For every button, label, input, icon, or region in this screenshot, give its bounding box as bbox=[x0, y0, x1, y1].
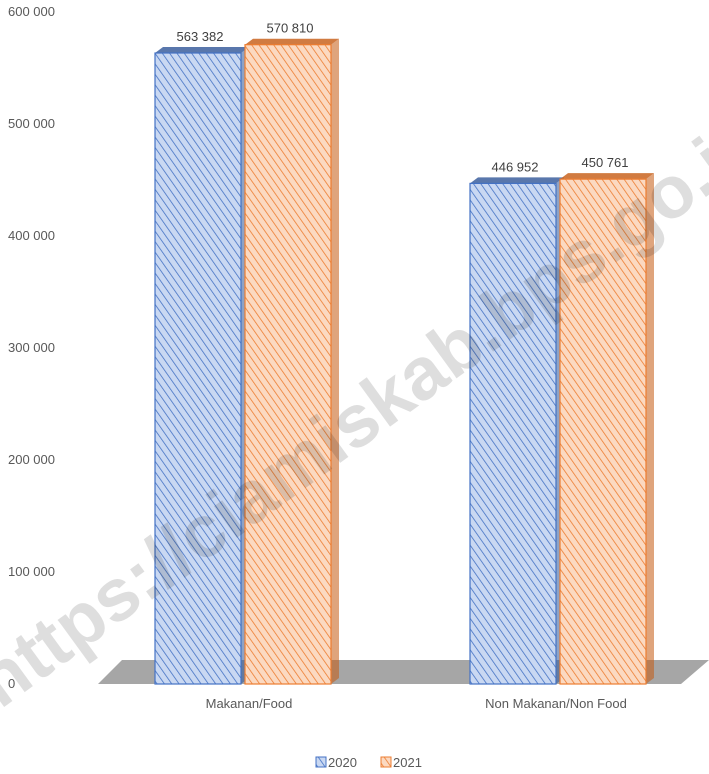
data-label: 450 761 bbox=[582, 155, 629, 170]
legend-item-2020: 2020 bbox=[315, 755, 357, 770]
bar-top-face bbox=[470, 177, 564, 184]
legend: 2020 2021 bbox=[315, 755, 422, 770]
y-tick-label: 300 000 bbox=[8, 340, 55, 355]
y-tick-label: 400 000 bbox=[8, 228, 55, 243]
bars bbox=[154, 38, 654, 685]
bar-side-face bbox=[331, 38, 339, 684]
bar-side-face bbox=[646, 173, 654, 684]
y-tick-label: 500 000 bbox=[8, 116, 55, 131]
data-label: 446 952 bbox=[492, 159, 539, 174]
data-label: 563 382 bbox=[177, 29, 224, 44]
bar bbox=[559, 173, 654, 685]
x-tick-label: Non Makanan/Non Food bbox=[485, 696, 627, 711]
x-tick-label: Makanan/Food bbox=[206, 696, 293, 711]
bar-top-face bbox=[155, 47, 249, 54]
data-labels: 563 382 570 810 446 952 450 761 bbox=[177, 21, 629, 175]
bar-front-face bbox=[154, 52, 242, 685]
legend-item-2021: 2021 bbox=[380, 755, 422, 770]
bar-front-face bbox=[244, 44, 332, 685]
legend-swatch-2020 bbox=[315, 756, 327, 768]
legend-swatch-2021 bbox=[380, 756, 392, 768]
bar-top-face bbox=[245, 38, 339, 45]
y-tick-label: 600 000 bbox=[8, 4, 55, 19]
y-tick-label: 100 000 bbox=[8, 564, 55, 579]
legend-label-2021: 2021 bbox=[393, 755, 422, 770]
y-tick-label: 0 bbox=[8, 676, 15, 691]
x-axis: Makanan/Food Non Makanan/Non Food bbox=[206, 696, 627, 711]
data-label: 570 810 bbox=[267, 21, 314, 36]
bar bbox=[244, 38, 339, 685]
y-axis: 0 100 000 200 000 300 000 400 000 500 000 600 … bbox=[8, 4, 55, 691]
bar-top-face bbox=[560, 173, 654, 180]
legend-label-2020: 2020 bbox=[328, 755, 357, 770]
bar-front-face bbox=[469, 182, 557, 685]
bar-front-face bbox=[559, 178, 647, 685]
y-tick-label: 200 000 bbox=[8, 452, 55, 467]
